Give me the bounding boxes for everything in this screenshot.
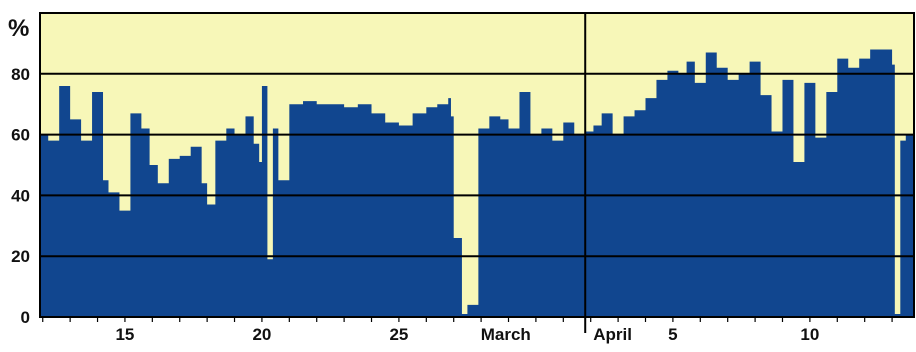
y-tick-label: 20 bbox=[11, 247, 30, 266]
gridlines bbox=[39, 12, 915, 333]
area-layer bbox=[40, 49, 914, 317]
plot-frame bbox=[39, 12, 915, 318]
y-tick-label: 80 bbox=[11, 65, 30, 84]
x-tick-label: March bbox=[481, 325, 531, 344]
x-tick-label: 25 bbox=[389, 325, 408, 344]
y-axis-label: % bbox=[8, 15, 29, 42]
series-area bbox=[40, 49, 914, 317]
y-tick-label: 0 bbox=[21, 308, 30, 327]
x-tick-label: 5 bbox=[668, 325, 677, 344]
x-tick-label: 15 bbox=[115, 325, 134, 344]
y-tick-label: 40 bbox=[11, 186, 30, 205]
x-tick-label: 10 bbox=[800, 325, 819, 344]
x-tick-label: 20 bbox=[252, 325, 271, 344]
y-tick-label: 60 bbox=[11, 126, 30, 145]
x-tick-labels: 15 20 25 March April 5 10 bbox=[115, 325, 819, 344]
y-tick-labels: 0 20 40 60 80 bbox=[11, 65, 30, 327]
x-tick-label: April bbox=[593, 325, 632, 344]
